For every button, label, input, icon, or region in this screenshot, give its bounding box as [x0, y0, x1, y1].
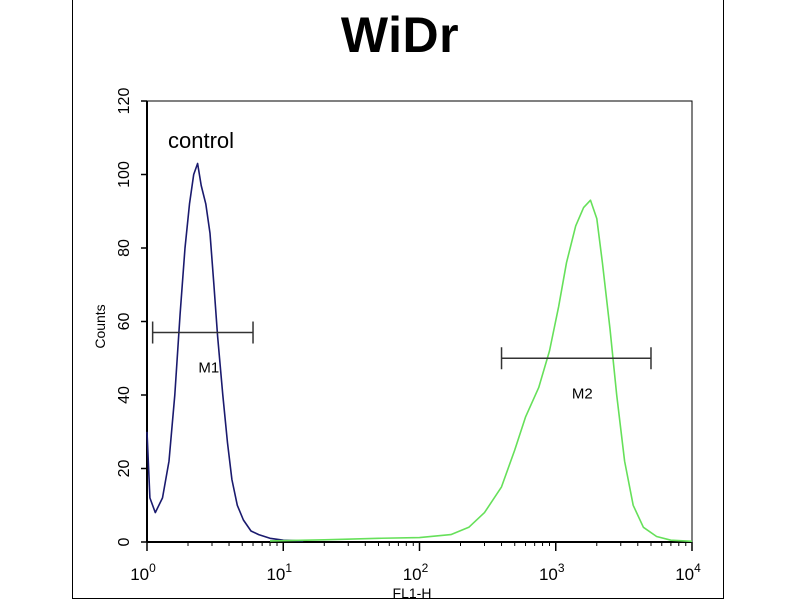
histogram-series-1 — [146, 162, 304, 542]
plot-gates: M1 M2 — [151, 321, 652, 402]
x-tick-label: 104 — [675, 561, 701, 584]
x-tick-label: 102 — [403, 561, 429, 584]
gate-m1-label: M1 — [198, 360, 219, 377]
x-tick-base: 10 — [403, 565, 422, 584]
x-tick-exponent: 1 — [285, 561, 292, 575]
gate-m2-label: M2 — [572, 385, 593, 402]
chart-frame — [72, 0, 724, 599]
x-tick-label: 100 — [130, 561, 156, 584]
y-axis-label: Counts — [92, 304, 108, 348]
control-label: control — [168, 128, 234, 153]
y-tick-label: 80 — [116, 239, 133, 257]
plot-series — [146, 162, 693, 543]
x-axis-label: FL1-H — [393, 585, 432, 600]
x-tick-base: 10 — [675, 565, 694, 584]
x-tick-base: 10 — [539, 565, 558, 584]
x-tick-label: 103 — [539, 561, 565, 584]
x-tick-base: 10 — [266, 565, 285, 584]
y-tick-label: 60 — [116, 313, 133, 331]
x-tick-exponent: 2 — [422, 561, 429, 575]
x-tick-base: 10 — [130, 565, 149, 584]
histogram-series-2 — [269, 199, 693, 543]
y-tick-label: 20 — [116, 460, 133, 478]
y-tick-label: 0 — [116, 537, 133, 546]
x-tick-exponent: 4 — [694, 561, 701, 575]
x-tick-label: 101 — [266, 561, 292, 584]
chart-title: WiDr — [340, 7, 460, 63]
y-tick-label: 120 — [116, 88, 133, 115]
plot-area-border — [146, 100, 693, 543]
y-tick-label: 40 — [116, 386, 133, 404]
y-tick-label: 100 — [116, 161, 133, 188]
x-tick-exponent: 0 — [149, 561, 156, 575]
x-tick-exponent: 3 — [558, 561, 565, 575]
